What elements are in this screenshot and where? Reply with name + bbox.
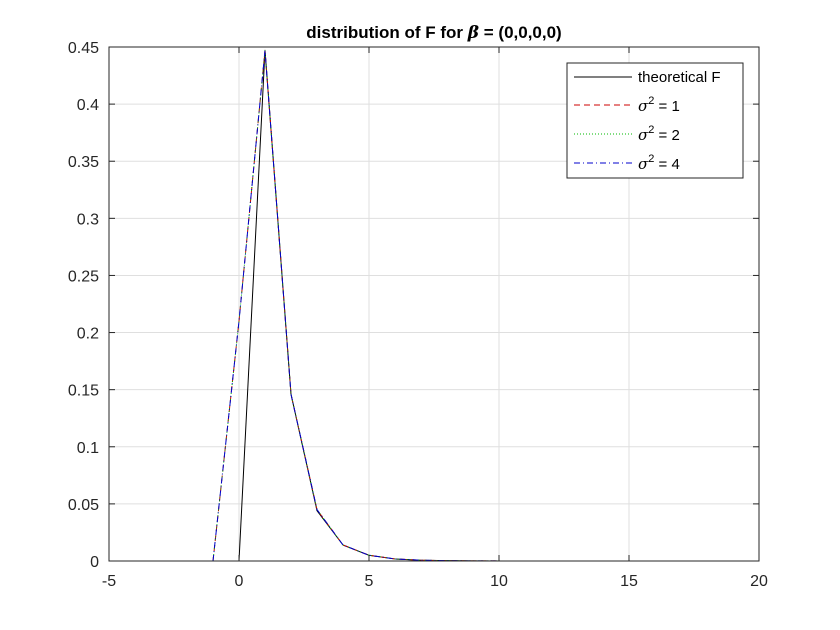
- legend-value: = 4: [654, 156, 679, 173]
- y-tick-label: 0.35: [68, 154, 99, 171]
- x-tick-label: 10: [490, 573, 508, 590]
- y-tick-label: 0.45: [68, 40, 99, 57]
- legend-box: [566, 62, 744, 179]
- legend-label-sigma1: σ2 = 1: [638, 95, 680, 115]
- legend-value: = 2: [654, 127, 679, 144]
- y-tick-label: 0.3: [77, 211, 99, 228]
- chart-title-suffix: = (0,0,0,0): [479, 23, 562, 42]
- y-tick-label: 0.4: [77, 97, 99, 114]
- legend-value: = 1: [654, 98, 679, 115]
- x-tick-label: 0: [235, 573, 244, 590]
- y-tick-label: 0.15: [68, 383, 99, 400]
- beta-symbol: β: [467, 23, 479, 43]
- x-tick-label: 15: [620, 573, 638, 590]
- tick-labels: -5 0 5 10 15 2000.050.10.150.20.250.30.350.40…: [68, 40, 768, 590]
- superscript: 2: [648, 124, 654, 136]
- y-tick-label: 0.1: [77, 440, 99, 457]
- sigma-symbol: σ: [638, 126, 649, 144]
- superscript: 2: [648, 153, 654, 165]
- ticks: [108, 46, 760, 562]
- superscript: 2: [648, 95, 654, 107]
- x-tick-label: 20: [750, 573, 768, 590]
- x-tick-label: -5: [102, 573, 116, 590]
- chart-title: distribution of F for β = (0,0,0,0): [306, 23, 561, 43]
- y-tick-label: 0.25: [68, 268, 99, 285]
- legend-label-theoretical: theoretical F: [638, 69, 721, 86]
- legend-label-sigma2: σ2 = 2: [638, 124, 680, 144]
- legend-label-sigma4: σ2 = 4: [638, 153, 680, 173]
- x-tick-label: 5: [365, 573, 374, 590]
- sigma-symbol: σ: [638, 155, 649, 173]
- sigma-symbol: σ: [638, 97, 649, 115]
- y-tick-label: 0.05: [68, 497, 99, 514]
- axes-box: [108, 46, 760, 562]
- y-tick-label: 0.2: [77, 326, 99, 343]
- chart-title-prefix: distribution of F for: [306, 23, 467, 42]
- legend: theoretical F σ2 = 1 σ2 = 2 σ2 = 4: [566, 62, 744, 179]
- y-tick-label: 0: [90, 554, 99, 571]
